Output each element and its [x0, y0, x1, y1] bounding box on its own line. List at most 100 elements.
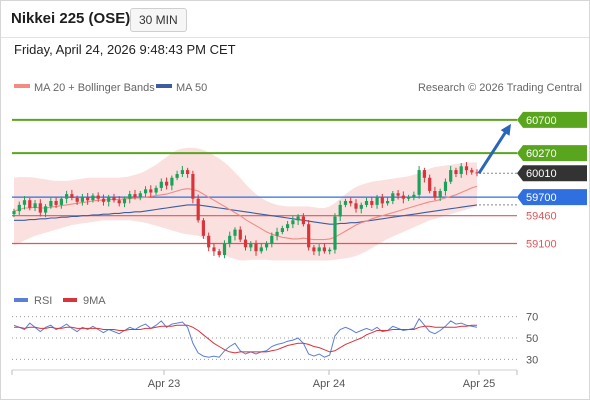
- candle: [80, 193, 84, 206]
- candle: [280, 225, 284, 235]
- candle-body: [443, 181, 448, 191]
- candle-body: [65, 194, 69, 199]
- level-tag-label: 60270: [526, 148, 557, 160]
- candle-body: [412, 194, 416, 198]
- ma20-line: [13, 185, 478, 241]
- candle-body: [70, 194, 74, 198]
- candle-body: [122, 198, 127, 204]
- main-legend: MA 20 + Bollinger Bands MA 50 Research ©…: [14, 82, 582, 94]
- rsi-legend: RSI 9MA: [14, 295, 106, 307]
- candle: [354, 199, 358, 213]
- candle: [275, 227, 279, 241]
- rsi-tick-label: 30: [526, 354, 538, 366]
- candle-body: [449, 170, 453, 182]
- candle-body: [407, 197, 411, 199]
- rsi-tick-label: 70: [526, 312, 538, 324]
- level-tag-box: [517, 165, 587, 182]
- instrument-title: Nikkei 225 (OSE): [11, 10, 131, 27]
- candle-body: [138, 193, 142, 198]
- candle-body: [59, 198, 63, 205]
- candle: [201, 218, 205, 239]
- candle-body: [175, 174, 179, 178]
- candle-body: [107, 197, 111, 202]
- candle: [286, 220, 290, 232]
- candle: [38, 199, 42, 217]
- bollinger-bands: [14, 147, 477, 261]
- level-tag-label: 60700: [526, 115, 557, 127]
- candle-body: [228, 235, 232, 244]
- candle: [359, 202, 363, 214]
- ma50-legend-swatch: [156, 84, 172, 88]
- candle-body: [370, 201, 374, 205]
- candle: [191, 170, 195, 204]
- candle-body: [170, 177, 174, 186]
- candle: [386, 196, 390, 206]
- candle-body: [207, 235, 211, 248]
- timeframe-button[interactable]: 30 MIN: [130, 8, 187, 32]
- ma20-legend-label: MA 20 + Bollinger Bands: [34, 82, 155, 94]
- candle-body: [338, 204, 342, 217]
- level-tags: 60700 60270 60010 59700 59460 59100: [517, 111, 587, 251]
- candle: [307, 220, 311, 251]
- candlestick-series: [12, 162, 479, 259]
- candle: [228, 231, 232, 248]
- level-tag-59100: 59100: [526, 239, 557, 251]
- candle: [186, 167, 190, 178]
- candle-body: [75, 197, 79, 202]
- candle-body: [459, 166, 463, 174]
- candle-body: [291, 220, 295, 225]
- candle: [412, 191, 416, 201]
- level-tag-label: 60010: [526, 168, 557, 180]
- candle-body: [286, 224, 290, 229]
- candle-body: [375, 197, 379, 205]
- candle: [464, 162, 469, 175]
- candle: [59, 196, 63, 209]
- candle: [65, 190, 69, 204]
- candle-body: [101, 198, 106, 202]
- candle-body: [417, 170, 421, 195]
- candle-body: [301, 216, 305, 225]
- forecast-arrow-shaft: [477, 129, 509, 175]
- candle: [449, 165, 453, 185]
- candle-body: [380, 197, 384, 204]
- candle-body: [191, 174, 195, 199]
- candle-body: [307, 224, 311, 248]
- candle: [312, 245, 316, 256]
- candle: [212, 243, 216, 256]
- candle-body: [343, 201, 348, 205]
- level-tag-box: [517, 145, 587, 162]
- rsi-legend-label: RSI: [34, 295, 52, 307]
- candle-body: [333, 216, 337, 250]
- candle: [249, 241, 253, 252]
- candle-body: [196, 198, 200, 221]
- rsi-ma9-line: [14, 324, 477, 354]
- candle-body: [438, 191, 442, 198]
- candle: [259, 243, 263, 254]
- candle: [180, 165, 184, 178]
- level-tag-box: [517, 189, 587, 206]
- ma9-legend-swatch: [63, 298, 77, 302]
- rsi-legend-swatch: [14, 298, 28, 302]
- candle: [101, 194, 106, 206]
- chart-header: Nikkei 225 (OSE) 30 MIN: [1, 1, 589, 38]
- level-tag-label: 59700: [526, 192, 557, 204]
- candle: [96, 192, 100, 202]
- candle: [112, 193, 116, 203]
- candle-body: [22, 200, 27, 205]
- candle-body: [33, 203, 37, 208]
- candle: [12, 208, 16, 218]
- candle-body: [44, 206, 48, 213]
- candle: [222, 240, 227, 259]
- forecast-arrow: [477, 123, 511, 175]
- candle-body: [359, 204, 363, 209]
- candle-body: [386, 201, 390, 204]
- candle: [70, 189, 74, 201]
- moving-averages: [13, 185, 478, 241]
- candle-body: [422, 170, 426, 178]
- candle-body: [159, 181, 163, 188]
- timestamp: Friday, April 24, 2026 9:48:43 PM CET: [14, 42, 236, 57]
- candle: [28, 197, 32, 211]
- candle: [438, 188, 442, 202]
- candle-body: [201, 220, 205, 236]
